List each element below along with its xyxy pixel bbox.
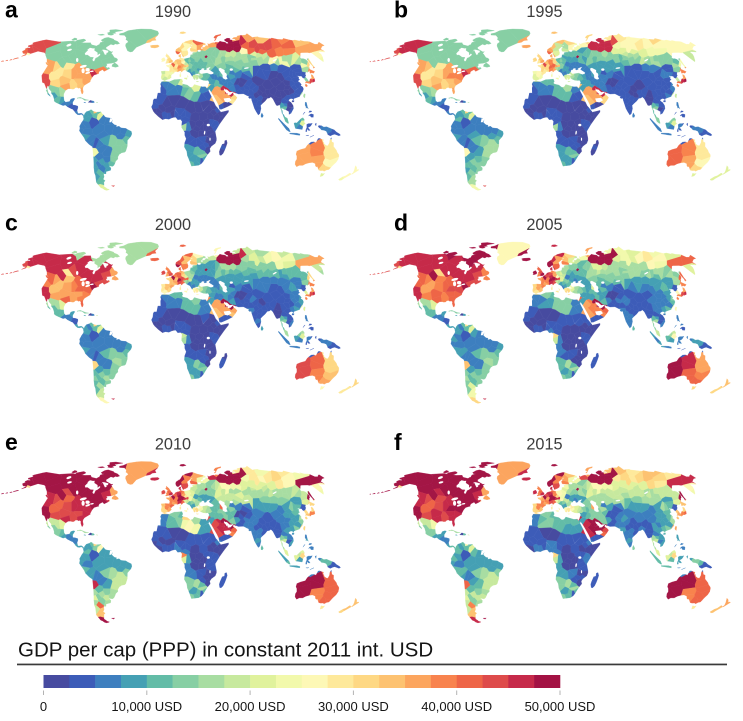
svg-text:50,000 USD: 50,000 USD: [525, 699, 596, 714]
svg-text:2010: 2010: [155, 436, 191, 454]
svg-text:a: a: [5, 0, 18, 22]
svg-text:1990: 1990: [155, 3, 191, 21]
svg-text:10,000 USD: 10,000 USD: [111, 699, 182, 714]
svg-text:e: e: [5, 429, 18, 455]
svg-text:2015: 2015: [526, 436, 562, 454]
svg-text:20,000 USD: 20,000 USD: [215, 699, 286, 714]
svg-text:2005: 2005: [526, 216, 562, 234]
svg-text:40,000 USD: 40,000 USD: [421, 699, 492, 714]
svg-text:GDP per cap (PPP) in constant: GDP per cap (PPP) in constant 2011 int. …: [18, 639, 433, 662]
svg-text:30,000 USD: 30,000 USD: [318, 699, 389, 714]
svg-text:0: 0: [40, 699, 47, 714]
svg-text:c: c: [5, 209, 18, 235]
svg-text:1995: 1995: [526, 3, 562, 21]
svg-text:b: b: [394, 0, 408, 22]
svg-text:f: f: [394, 429, 402, 455]
svg-text:d: d: [394, 209, 408, 235]
svg-text:2000: 2000: [155, 216, 191, 234]
